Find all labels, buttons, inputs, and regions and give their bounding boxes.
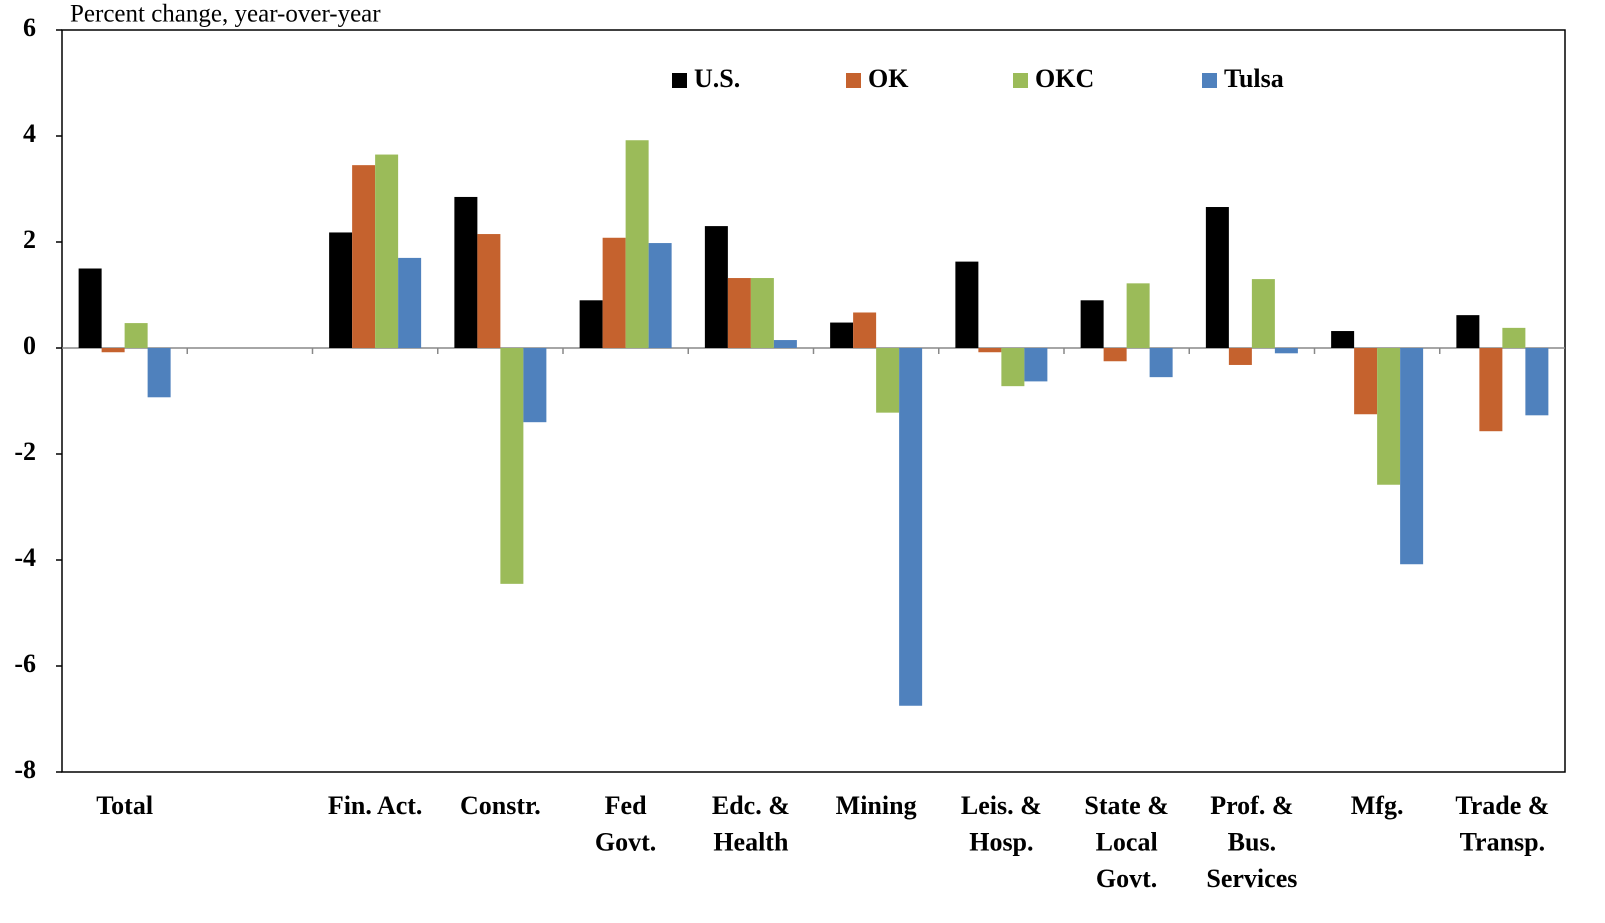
bar [1274,348,1298,354]
legend-label: OK [868,64,909,93]
bar [1377,348,1401,485]
y-tick-label: 2 [23,225,36,254]
legend-swatch [1013,73,1028,88]
x-tick-label: Fin. Act. [328,791,423,820]
bar [853,312,877,348]
x-tick-label: Mining [836,791,917,820]
bar [1525,348,1549,416]
bar [1456,315,1480,348]
bar [1024,348,1048,382]
bar [1205,207,1229,348]
x-tick-label: Leis. & Hosp. [961,791,1042,857]
y-tick-label: -6 [14,649,36,678]
legend-label: OKC [1035,64,1094,93]
x-tick-label: Edc. & Health [712,791,790,857]
legend-swatch [1202,73,1217,88]
x-tick-label: Fed Govt. [595,791,656,857]
bar [500,348,524,584]
bar [477,234,501,348]
bar [454,196,478,348]
y-tick-label: 6 [23,13,36,42]
bar [648,243,672,348]
bar [955,261,979,348]
bar [398,257,422,348]
x-tick-label: Trade & Transp. [1455,791,1549,857]
bar [830,322,854,348]
bar [352,165,376,348]
bar [876,348,900,413]
y-axis-label: Percent change, year-over-year [70,1,381,28]
x-tick-label: Mfg. [1351,791,1404,820]
y-tick-label: 0 [23,331,36,360]
bar [1331,331,1355,348]
bar [78,268,102,348]
y-tick-label: -8 [14,755,36,784]
x-tick-label: Prof. & Bus. Services [1206,791,1297,893]
x-tick-label: Constr. [460,791,541,820]
bar [602,237,626,348]
y-tick-label: -2 [14,437,36,466]
bar [978,348,1002,353]
bar [1479,348,1503,432]
legend-label: U.S. [694,64,740,93]
bar [899,348,923,706]
bar [625,140,649,348]
bar [750,278,774,348]
bar [523,348,547,423]
y-tick-label: -4 [14,543,36,572]
bar [704,226,728,348]
y-tick-label: 4 [23,119,36,148]
legend-swatch [846,73,861,88]
bar [1502,327,1526,348]
bar [1251,279,1275,348]
bar [1354,348,1378,415]
bar [124,323,148,348]
bar [579,300,603,348]
plot-frame [61,29,1566,773]
bar [1103,348,1127,362]
legend-label: Tulsa [1224,64,1284,93]
bar [727,278,751,348]
x-tick-label: Total [96,791,153,820]
bar [101,348,125,353]
bar [375,154,399,348]
bar [329,232,353,348]
bar [1001,348,1025,387]
bar [1149,348,1173,378]
bar [1400,348,1424,565]
bar [1228,348,1252,365]
bar [147,348,171,398]
x-tick-label: State & Local Govt. [1084,791,1168,893]
legend-swatch [672,73,687,88]
bar [1080,300,1104,348]
bar [773,340,797,348]
bar [1126,283,1150,348]
